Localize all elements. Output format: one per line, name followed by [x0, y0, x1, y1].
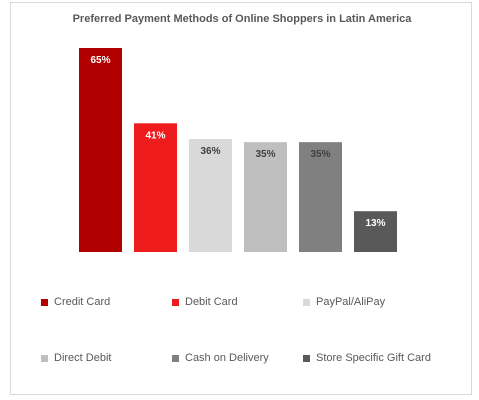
legend-swatch [41, 298, 48, 306]
legend-item-paypal-alipay: PayPal/AliPay [303, 296, 385, 308]
chart-plot-area: 65% 41% 36% 35% 35% 13% [79, 48, 397, 252]
data-label-1: 41% [145, 130, 165, 141]
data-label-0: 65% [90, 55, 110, 66]
legend-item-debit-card: Debit Card [172, 296, 238, 308]
legend-swatch [172, 298, 179, 306]
chart-frame: Preferred Payment Methods of Online Shop… [10, 2, 472, 395]
legend-label: Debit Card [185, 296, 238, 308]
bar-2 [189, 139, 232, 252]
legend-label: Credit Card [54, 296, 111, 308]
legend-label: Cash on Delivery [185, 352, 269, 364]
bar-4 [299, 142, 342, 252]
bar-0 [79, 48, 122, 252]
legend-label: PayPal/AliPay [316, 296, 386, 308]
bar-1 [134, 123, 177, 252]
legend-label: Direct Debit [54, 352, 112, 364]
legend-swatch [303, 298, 310, 306]
legend-swatch [303, 354, 310, 362]
legend-item-direct-debit: Direct Debit [41, 352, 111, 364]
data-label-3: 35% [255, 149, 275, 160]
legend-swatch [172, 354, 179, 362]
legend-label: Store Specific Gift Card [316, 352, 431, 364]
data-label-4: 35% [310, 149, 330, 160]
legend-item-credit-card: Credit Card [41, 296, 110, 308]
legend-swatch [41, 354, 48, 362]
data-label-2: 36% [200, 146, 220, 157]
bar-5 [354, 211, 397, 252]
data-label-5: 13% [365, 218, 385, 229]
legend-item-cash-on-delivery: Cash on Delivery [172, 352, 269, 364]
bar-3 [244, 142, 287, 252]
legend-item-store-gift-card: Store Specific Gift Card [303, 352, 431, 364]
chart-title: Preferred Payment Methods of Online Shop… [72, 13, 412, 25]
